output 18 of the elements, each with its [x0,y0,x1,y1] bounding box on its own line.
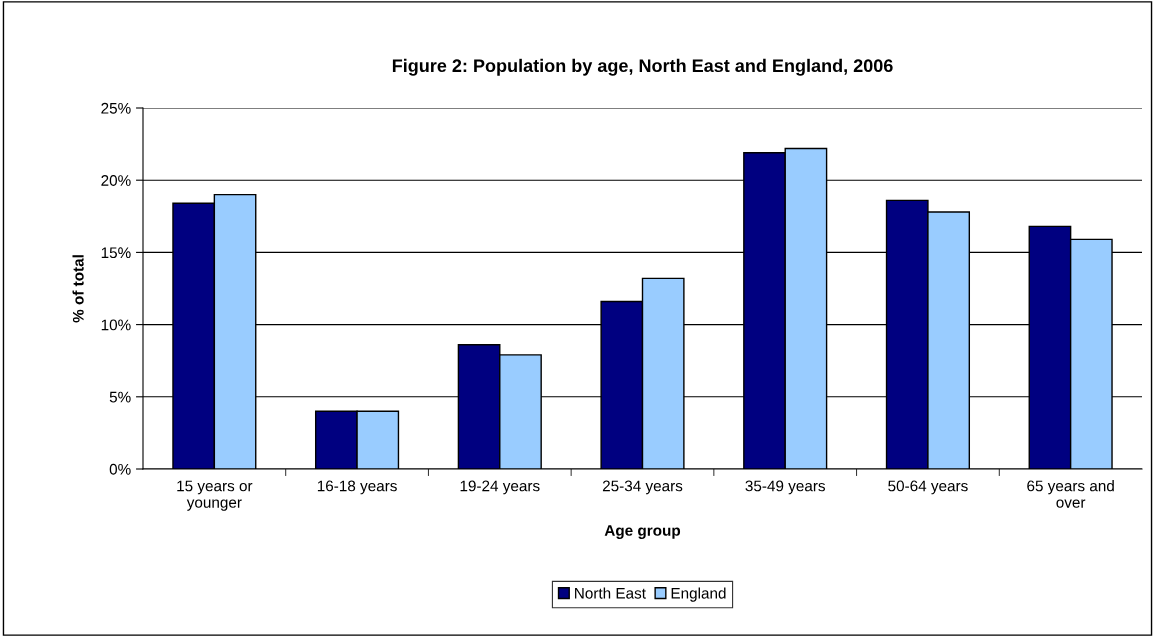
x-tick-label: 19-24 years [460,480,540,495]
legend-label: England [671,587,726,602]
y-tick-label: 20% [101,175,131,186]
y-tick-label: 10% [101,319,131,331]
y-tick-label: 5% [109,391,131,403]
x-tick-label: 15 years or younger [177,480,253,511]
x-tick-label: 65 years and over [1027,480,1114,508]
chart-title: Figure 2: Population by age, North East and England, 2006 [392,58,893,76]
x-axis-title: Age group [604,525,681,539]
y-axis-title: % of total [72,255,84,323]
y-tick-label: 0% [109,463,131,475]
legend-label: North East [575,587,646,599]
x-tick-label: 50-64 years [888,480,968,495]
y-tick-label: 25% [101,102,131,114]
x-tick-label: 25-34 years [602,480,683,495]
x-tick-label: 16-18 years [317,480,397,495]
y-tick-label: 15% [101,247,131,259]
x-tick-label: 35-49 years [745,480,826,495]
